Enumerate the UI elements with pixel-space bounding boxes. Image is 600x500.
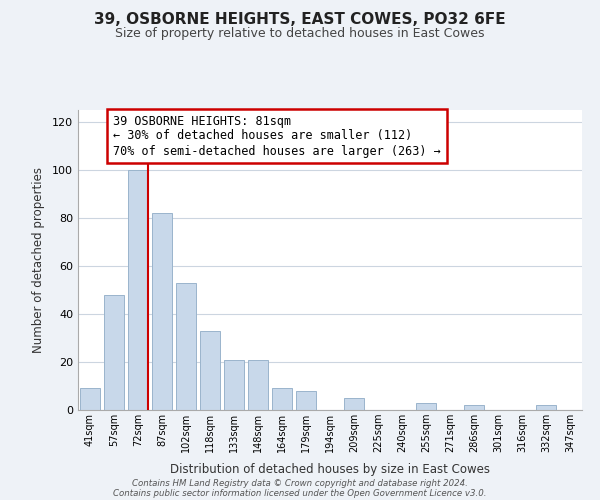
Text: 39 OSBORNE HEIGHTS: 81sqm
← 30% of detached houses are smaller (112)
70% of semi: 39 OSBORNE HEIGHTS: 81sqm ← 30% of detac…	[113, 114, 441, 158]
Text: Contains HM Land Registry data © Crown copyright and database right 2024.: Contains HM Land Registry data © Crown c…	[132, 478, 468, 488]
Bar	[272, 388, 292, 410]
Bar	[296, 391, 316, 410]
Y-axis label: Number of detached properties: Number of detached properties	[32, 167, 45, 353]
Bar	[344, 398, 364, 410]
Bar	[152, 213, 172, 410]
Bar	[104, 295, 124, 410]
Bar	[128, 170, 148, 410]
Bar	[224, 360, 244, 410]
Bar	[416, 403, 436, 410]
Bar	[248, 360, 268, 410]
Bar	[176, 283, 196, 410]
Text: 39, OSBORNE HEIGHTS, EAST COWES, PO32 6FE: 39, OSBORNE HEIGHTS, EAST COWES, PO32 6F…	[94, 12, 506, 28]
Text: Contains public sector information licensed under the Open Government Licence v3: Contains public sector information licen…	[113, 488, 487, 498]
Bar	[536, 405, 556, 410]
Bar	[200, 331, 220, 410]
Text: Size of property relative to detached houses in East Cowes: Size of property relative to detached ho…	[115, 28, 485, 40]
Bar	[80, 388, 100, 410]
X-axis label: Distribution of detached houses by size in East Cowes: Distribution of detached houses by size …	[170, 464, 490, 476]
Bar	[464, 405, 484, 410]
